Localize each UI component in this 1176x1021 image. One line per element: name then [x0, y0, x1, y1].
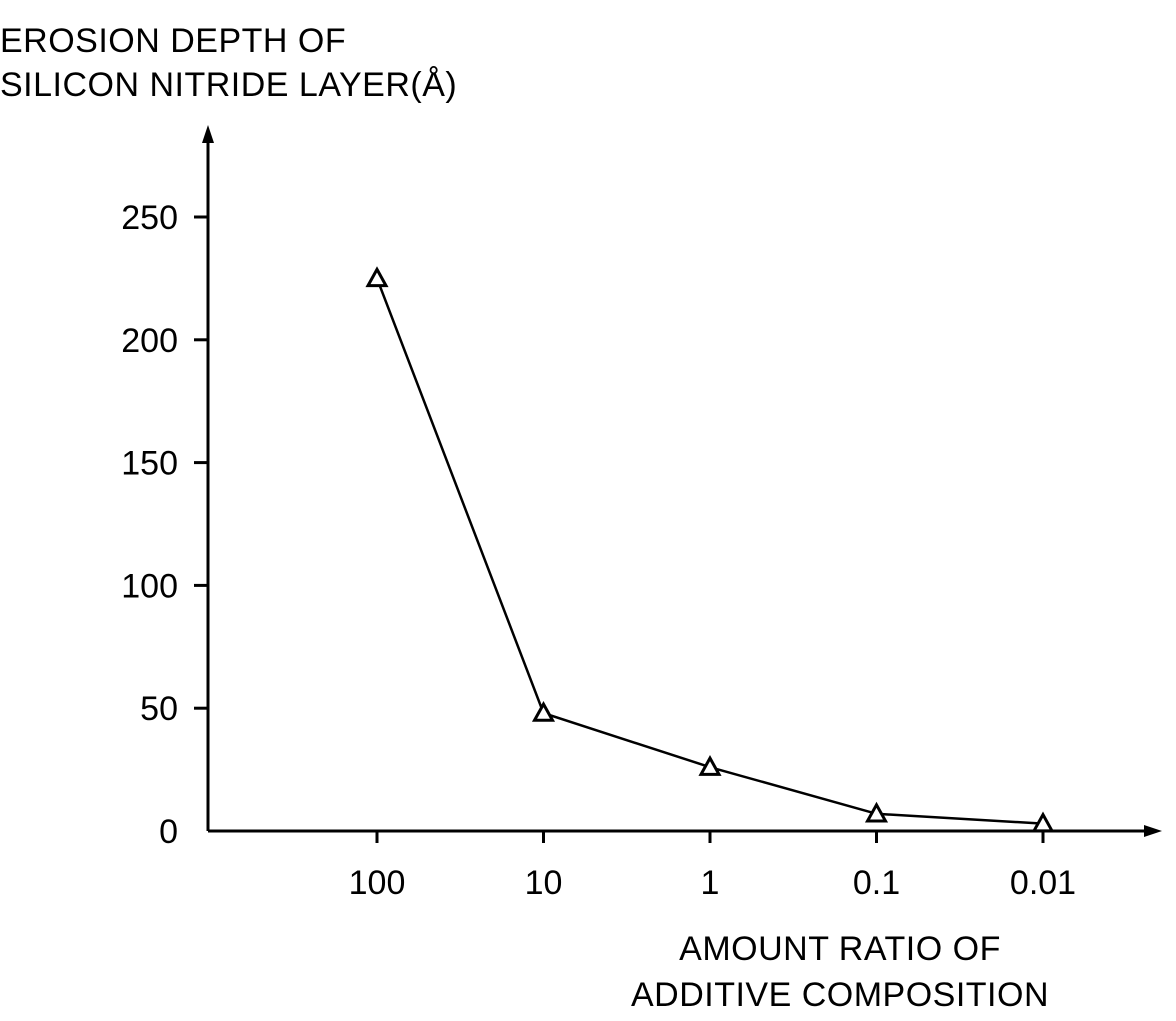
x-axis-title-line-2: ADDITIVE COMPOSITION: [631, 976, 1049, 1014]
x-tick-label: 1: [701, 864, 720, 902]
x-axis-ticks: 100 10 1 0.1 0.01: [349, 831, 1076, 902]
series-line: [377, 278, 1043, 823]
data-point-triangle: [368, 269, 386, 285]
x-tick-label: 10: [525, 864, 563, 902]
y-axis-arrow: [202, 125, 214, 143]
y-axis-title-line-2: SILICON NITRIDE LAYER(Å): [0, 66, 457, 104]
x-tick-label: 0.1: [853, 864, 900, 902]
x-tick-label: 100: [349, 864, 406, 902]
y-axis-title-line-1: EROSION DEPTH OF: [0, 22, 346, 60]
y-tick-label: 100: [121, 567, 178, 605]
y-tick-label: 250: [121, 199, 178, 237]
x-axis-arrow: [1144, 825, 1162, 837]
y-tick-label: 200: [121, 322, 178, 360]
data-point-triangle: [535, 704, 553, 720]
axes: [202, 125, 1162, 837]
y-tick-label: 150: [121, 445, 178, 483]
x-tick-label: 0.01: [1010, 864, 1076, 902]
data-series: [368, 269, 1052, 830]
y-tick-label: 50: [140, 690, 178, 728]
x-axis-title-line-1: AMOUNT RATIO OF: [679, 930, 1001, 968]
y-axis-ticks: 0 50 100 150 200 250: [121, 199, 208, 851]
y-tick-label: 0: [159, 813, 178, 851]
